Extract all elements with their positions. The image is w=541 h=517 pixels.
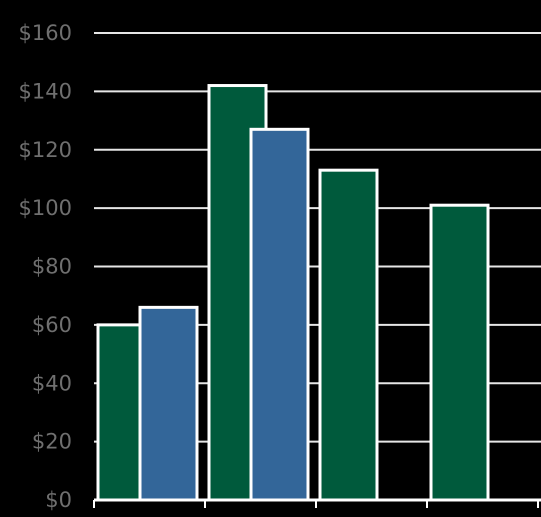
y-tick-label: $160 <box>19 21 72 45</box>
bar-series-2-category-2 <box>249 127 310 502</box>
y-tick-label: $100 <box>19 196 72 220</box>
y-tick-label: $60 <box>32 313 72 337</box>
y-tick-label: $140 <box>19 79 72 103</box>
y-tick-label: $20 <box>32 430 72 454</box>
bar-series-1-category-3 <box>318 168 379 502</box>
y-tick-label: $0 <box>45 488 72 512</box>
y-tick-label: $120 <box>19 138 72 162</box>
bars <box>96 84 490 502</box>
x-axis <box>93 498 541 508</box>
y-tick-label: $80 <box>32 255 72 279</box>
y-tick-label: $40 <box>32 371 72 395</box>
y-axis-tick-labels: $0 $20 $40 $60 $80 $100 $120 $140 $160 <box>19 21 72 512</box>
bar-series-2-category-1 <box>138 305 199 502</box>
bar-series-1-category-4 <box>429 203 490 502</box>
